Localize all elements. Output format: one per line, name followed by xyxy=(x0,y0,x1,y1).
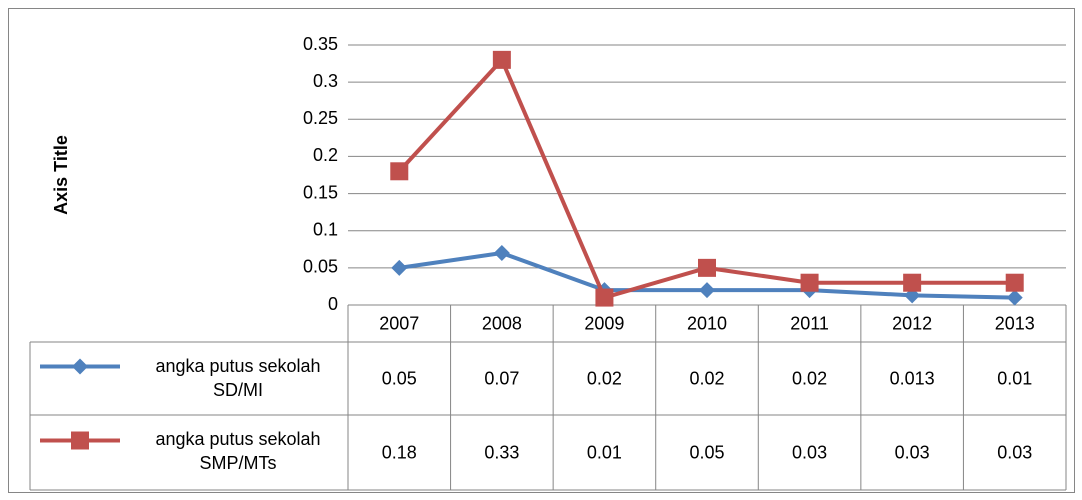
marker xyxy=(595,288,614,307)
y-axis-title: Axis Title xyxy=(51,135,71,215)
table-value: 0.02 xyxy=(689,368,724,388)
x-tick-label: 2010 xyxy=(687,313,727,333)
x-tick-label: 2009 xyxy=(584,313,624,333)
y-tick-label: 0.05 xyxy=(303,257,338,277)
marker xyxy=(390,162,409,181)
y-tick-label: 0.25 xyxy=(303,108,338,128)
x-tick-label: 2007 xyxy=(379,313,419,333)
x-tick-label: 2008 xyxy=(482,313,522,333)
table-value: 0.07 xyxy=(484,368,519,388)
chart-border xyxy=(8,8,1075,493)
table-value: 0.33 xyxy=(484,442,519,462)
x-tick-label: 2013 xyxy=(995,313,1035,333)
table-value: 0.05 xyxy=(382,368,417,388)
table-value: 0.02 xyxy=(792,368,827,388)
table-value: 0.01 xyxy=(997,368,1032,388)
table-value: 0.03 xyxy=(895,442,930,462)
marker xyxy=(698,258,716,277)
y-tick-label: 0 xyxy=(328,294,338,314)
table-value: 0.013 xyxy=(890,368,935,388)
y-tick-label: 0.35 xyxy=(303,34,338,54)
marker xyxy=(903,273,922,292)
marker xyxy=(699,282,715,299)
legend-entry-1: angka putus sekolah SMP/MTs xyxy=(155,429,321,473)
table-value: 0.03 xyxy=(997,442,1032,462)
marker xyxy=(71,431,89,450)
y-tick-label: 0.15 xyxy=(303,182,338,202)
table-value: 0.03 xyxy=(792,442,827,462)
y-tick-label: 0.1 xyxy=(313,219,338,239)
y-tick-label: 0.2 xyxy=(313,145,338,165)
x-tick-label: 2011 xyxy=(790,313,829,333)
legend-label: angka putus sekolah SD/MI xyxy=(155,356,321,400)
table-value: 0.18 xyxy=(382,442,417,462)
legend-entry-0: angka putus sekolah SD/MI xyxy=(155,356,321,400)
table-value: 0.05 xyxy=(689,442,724,462)
marker xyxy=(492,50,511,69)
marker xyxy=(391,259,408,276)
marker xyxy=(1005,273,1024,292)
legend-label: angka putus sekolah SMP/MTs xyxy=(155,429,321,473)
y-tick-label: 0.3 xyxy=(313,71,338,91)
table-value: 0.01 xyxy=(587,442,622,462)
marker xyxy=(72,358,88,375)
x-tick-label: 2012 xyxy=(892,313,932,333)
table-value: 0.02 xyxy=(587,368,622,388)
marker xyxy=(493,245,510,261)
marker xyxy=(1006,289,1023,306)
marker xyxy=(800,273,819,292)
